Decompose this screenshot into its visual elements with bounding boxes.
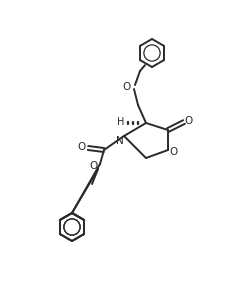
Text: O: O: [185, 116, 193, 126]
Text: O: O: [89, 161, 97, 171]
Text: N: N: [116, 136, 124, 146]
Text: O: O: [170, 147, 178, 157]
Text: H: H: [117, 117, 125, 127]
Text: O: O: [123, 82, 131, 92]
Text: O: O: [77, 142, 85, 152]
